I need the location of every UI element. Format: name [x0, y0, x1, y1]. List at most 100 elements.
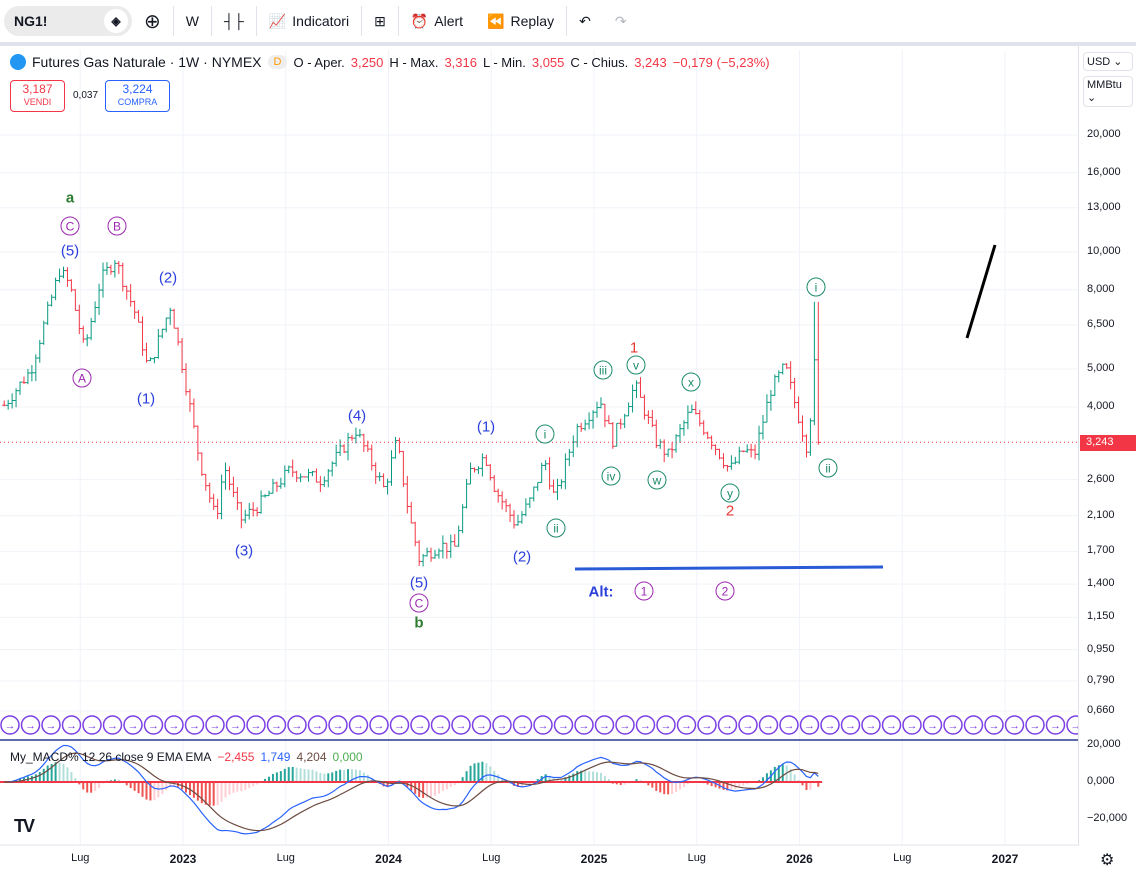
event-arrow-icon: →	[456, 720, 467, 732]
chart-legend: Futures Gas Naturale · 1W · NYMEX D O - …	[10, 54, 770, 70]
price-tick: 5,000	[1087, 362, 1115, 375]
wave-label[interactable]: iv	[601, 466, 621, 486]
unit-select[interactable]: MMBtu ⌄	[1083, 76, 1133, 107]
wave-label[interactable]: y	[720, 483, 740, 503]
wave-label[interactable]: 1	[634, 581, 654, 601]
tradingview-logo[interactable]: TV	[14, 816, 35, 836]
wave-label[interactable]: ii	[546, 518, 566, 538]
event-marker-icon	[328, 715, 348, 735]
projection-line	[965, 244, 997, 339]
wave-label[interactable]: (2)	[512, 548, 532, 566]
delayed-badge[interactable]: D	[267, 55, 288, 69]
event-arrow-icon: →	[189, 720, 200, 732]
price-tick: 16,000	[1087, 165, 1121, 178]
event-marker-icon	[615, 715, 635, 735]
diamond-icon[interactable]: ◈	[104, 9, 128, 33]
event-marker-icon	[164, 715, 184, 735]
time-tick: Lug	[893, 852, 912, 864]
event-marker-icon	[205, 715, 225, 735]
event-marker-icon	[389, 715, 410, 735]
event-arrow-icon: →	[128, 720, 139, 732]
event-marker-icon	[553, 715, 574, 735]
event-marker-icon	[574, 715, 594, 735]
event-arrow-icon: →	[1050, 720, 1061, 732]
event-marker-icon	[102, 715, 123, 735]
event-arrow-icon: →	[374, 720, 385, 732]
current-price: 3,243	[1086, 436, 1114, 448]
wave-label[interactable]: C	[409, 593, 429, 613]
wave-label[interactable]: (2)	[158, 269, 178, 287]
macd-tick: 20,000	[1087, 738, 1121, 750]
buy-button[interactable]: 3,224 COMPRA	[105, 80, 170, 112]
redo-icon: ↷	[614, 12, 627, 29]
price-chart[interactable]: → → → → → → → → → → → → → → → → → → → → → → → → → → → → → → → → → → → → → → → →…	[0, 0, 1078, 876]
event-marker-icon	[922, 715, 943, 735]
alert-button[interactable]: ⏰ Alert	[399, 6, 475, 36]
event-marker-icon	[184, 715, 205, 735]
event-marker-icon	[594, 715, 615, 735]
wave-label[interactable]: (5)	[409, 574, 429, 592]
price-axis[interactable]: USD ⌄ MMBtu ⌄ 20,000 16,000 13,000 10,000 8,…	[1078, 46, 1136, 846]
event-arrow-icon: →	[46, 720, 57, 732]
event-arrow-icon: →	[1009, 720, 1020, 732]
event-arrow-icon: →	[292, 720, 303, 732]
event-marker-icon	[20, 715, 41, 735]
time-tick: Lug	[482, 852, 501, 864]
chart-type-button[interactable]: ┤├	[212, 6, 257, 36]
wave-label[interactable]: (1)	[476, 418, 496, 436]
wave-label[interactable]: a	[65, 189, 75, 207]
grid-icon: ⊞	[374, 12, 386, 29]
compare-button[interactable]: ⊕	[132, 6, 174, 36]
wave-label[interactable]: (3)	[234, 542, 254, 560]
replay-button[interactable]: ⏪ Replay	[475, 6, 568, 36]
wave-label[interactable]: w	[647, 470, 667, 490]
event-arrow-icon: →	[25, 720, 36, 732]
event-marker-icon	[430, 715, 451, 735]
wave-label[interactable]: A	[72, 368, 92, 388]
event-marker-icon	[717, 715, 738, 735]
event-arrow-icon: →	[271, 720, 282, 732]
signal-value: 4,204	[296, 750, 327, 764]
wave-label[interactable]: 1	[629, 339, 639, 357]
event-marker-icon	[1066, 715, 1078, 735]
price-tick: 1,400	[1087, 577, 1115, 590]
wave-label[interactable]: C	[60, 216, 80, 236]
event-marker-icon	[779, 715, 799, 735]
event-arrow-icon: →	[353, 720, 364, 732]
wave-label[interactable]: x	[681, 372, 701, 392]
high-label: H - Max.	[389, 54, 439, 70]
redo-button[interactable]: ↷	[603, 6, 639, 36]
event-marker-icon	[1045, 715, 1066, 735]
time-tick: 2025	[580, 852, 608, 866]
wave-label[interactable]: (1)	[136, 390, 156, 408]
wave-label[interactable]: ii	[818, 458, 838, 478]
undo-button[interactable]: ↶	[567, 6, 603, 36]
wave-label[interactable]: i	[535, 424, 555, 444]
sell-button[interactable]: 3,187 VENDI	[10, 80, 65, 112]
event-marker-icon	[266, 715, 287, 735]
wave-label[interactable]: (5)	[60, 242, 80, 260]
wave-label[interactable]: v	[626, 355, 646, 375]
wave-label[interactable]: i	[806, 277, 826, 297]
event-arrow-icon: →	[825, 720, 836, 732]
wave-label[interactable]: iii	[593, 360, 613, 380]
event-marker-icon	[758, 715, 779, 735]
macd-value: 1,749	[260, 750, 291, 764]
symbol-search[interactable]: NG1! ◈	[4, 6, 132, 36]
wave-label[interactable]: 2	[725, 502, 735, 520]
wave-label[interactable]: 2	[715, 581, 735, 601]
currency-select[interactable]: USD ⌄	[1083, 52, 1133, 71]
wave-label[interactable]: b	[414, 614, 424, 632]
templates-button[interactable]: ⊞	[362, 6, 399, 36]
indicators-button[interactable]: 📈 Indicatori	[257, 6, 363, 36]
wave-label[interactable]: Alt:	[588, 583, 614, 601]
wave-label[interactable]: (4)	[347, 407, 367, 425]
wave-label[interactable]: B	[107, 216, 127, 236]
event-arrow-icon: →	[907, 720, 918, 732]
interval-button[interactable]: W	[174, 6, 212, 36]
plus-circle-icon: ⊕	[144, 10, 161, 33]
macd-name: My_MACD% 12 26 close 9 EMA EMA	[10, 750, 212, 764]
settings-gear-icon[interactable]: ⚙	[1100, 852, 1115, 869]
event-marker-icon	[963, 715, 984, 735]
event-marker-icon	[0, 715, 20, 735]
